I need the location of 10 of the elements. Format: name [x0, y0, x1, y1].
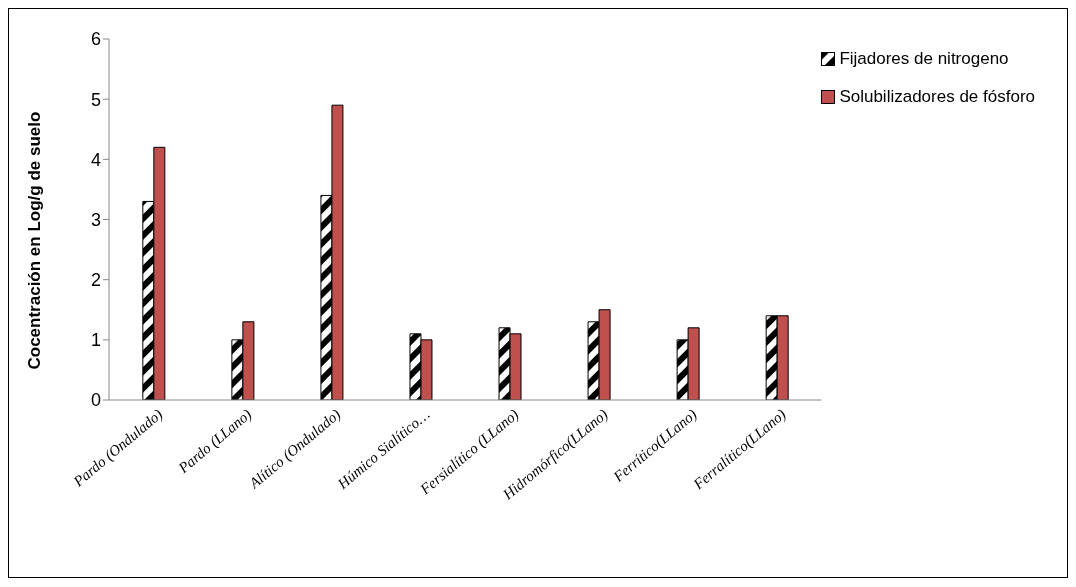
y-tick-label: 4 [90, 149, 101, 170]
y-tick-label: 3 [90, 209, 101, 230]
y-tick-label: 0 [90, 390, 101, 411]
y-axis-title: Cocentración en Log/g de suelo [25, 111, 45, 370]
y-tick-label: 5 [90, 89, 101, 110]
y-tick-label: 2 [90, 270, 101, 291]
y-tick-label: 1 [90, 330, 101, 351]
legend-label: Fijadores de nitrogeno [839, 49, 1009, 69]
legend-label: Solubilizadores de fósforo [839, 87, 1035, 107]
y-tick-label: 6 [90, 29, 101, 50]
